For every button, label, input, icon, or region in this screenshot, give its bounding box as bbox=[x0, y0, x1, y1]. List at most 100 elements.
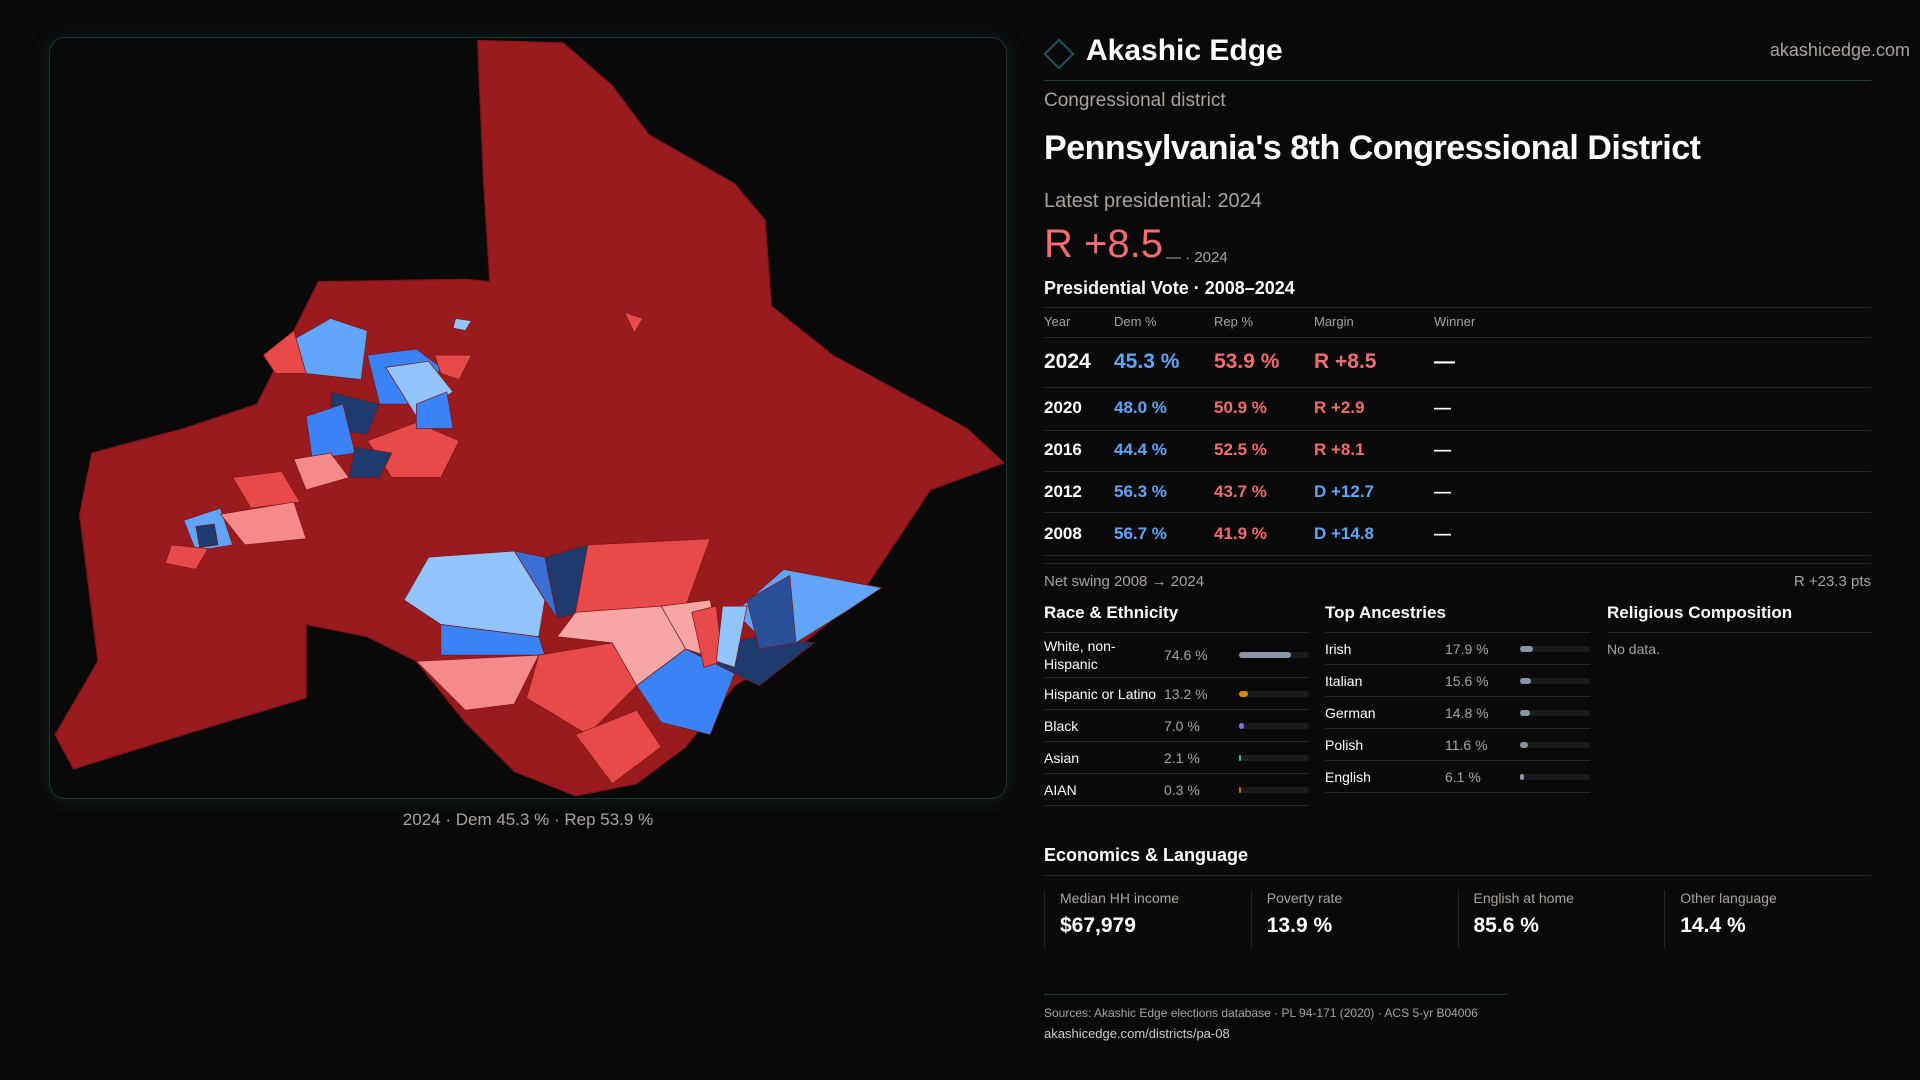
vote-year: 2020 bbox=[1044, 398, 1082, 417]
race-bar-fill bbox=[1239, 754, 1242, 761]
net-swing-value: R +23.3 pts bbox=[1793, 573, 1871, 590]
ancestry-bar bbox=[1520, 677, 1590, 684]
ancestry-row: Irish 17.9 % bbox=[1325, 633, 1590, 665]
divider bbox=[1044, 307, 1871, 308]
divider bbox=[1044, 430, 1871, 431]
vote-margin: R +8.1 bbox=[1314, 440, 1365, 459]
stat-card: English at home 85.6 % bbox=[1457, 890, 1665, 948]
race-label: Asian bbox=[1044, 749, 1080, 766]
econ-title: Economics & Language bbox=[1044, 845, 1249, 865]
race-value: 2.1 % bbox=[1164, 749, 1200, 766]
district-url[interactable]: akashicedge.com/districts/pa-08 bbox=[1044, 1026, 1230, 1041]
vote-winner: — bbox=[1434, 482, 1451, 501]
race-bar bbox=[1239, 690, 1309, 697]
race-value: 0.3 % bbox=[1164, 781, 1200, 798]
race-row: AIAN 0.3 % bbox=[1044, 774, 1309, 806]
race-value: 7.0 % bbox=[1164, 717, 1200, 734]
vote-year: 2024 bbox=[1044, 350, 1091, 373]
vote-dem: 45.3 % bbox=[1114, 350, 1180, 373]
vote-margin: R +2.9 bbox=[1314, 398, 1365, 417]
stat-card: Poverty rate 13.9 % bbox=[1250, 890, 1458, 948]
vote-winner: — bbox=[1434, 524, 1451, 543]
ancestry-bar bbox=[1520, 741, 1590, 748]
ancestry-row: Polish 11.6 % bbox=[1325, 729, 1590, 761]
vote-winner: — bbox=[1434, 350, 1455, 373]
race-title: Race & Ethnicity bbox=[1044, 603, 1309, 633]
stat-label: Other language bbox=[1680, 890, 1777, 906]
ancestry-bar-fill bbox=[1520, 741, 1529, 748]
divider bbox=[1044, 471, 1871, 472]
vote-year: 2012 bbox=[1044, 482, 1082, 501]
site-link[interactable]: akashicedge.com bbox=[1769, 40, 1910, 60]
stat-value: 13.9 % bbox=[1266, 914, 1333, 937]
ancestry-bar bbox=[1520, 773, 1590, 780]
religion-title: Religious Composition bbox=[1607, 603, 1872, 633]
col-winner: Winner bbox=[1434, 314, 1476, 329]
vote-dem: 56.7 % bbox=[1114, 524, 1167, 543]
ancestry-bar-fill bbox=[1520, 645, 1533, 652]
religion-empty: No data. bbox=[1607, 641, 1660, 657]
stat-value: $67,979 bbox=[1060, 914, 1136, 937]
stat-value: 85.6 % bbox=[1473, 914, 1539, 937]
ancestry-value: 17.9 % bbox=[1445, 640, 1489, 657]
ancestry-label: Irish bbox=[1325, 640, 1352, 657]
divider bbox=[1044, 555, 1871, 556]
col-margin: Margin bbox=[1314, 314, 1354, 329]
econ-cards: Median HH income $67,979 Poverty rate 13.9… bbox=[1044, 890, 1871, 948]
stat-value: 14.4 % bbox=[1680, 914, 1746, 937]
vote-rep: 53.9 % bbox=[1214, 350, 1280, 373]
margin-subtitle: — · 2024 bbox=[1166, 249, 1228, 266]
header-divider bbox=[1044, 80, 1871, 81]
stat-label: Poverty rate bbox=[1266, 890, 1343, 906]
sources: Sources: Akashic Edge elections database… bbox=[1044, 1006, 1478, 1020]
race-bar bbox=[1239, 652, 1309, 658]
race-value: 13.2 % bbox=[1164, 685, 1208, 702]
brand-logo[interactable]: Akashic Edge bbox=[1043, 34, 1283, 70]
latest-presidential: Latest presidential: 2024 bbox=[1044, 190, 1262, 212]
ancestry-bar-fill bbox=[1520, 709, 1531, 716]
race-section: Race & Ethnicity White, non-Hispanic 74.… bbox=[1044, 603, 1309, 806]
race-row: White, non-Hispanic 74.6 % bbox=[1044, 633, 1309, 678]
race-row: Black 7.0 % bbox=[1044, 710, 1309, 742]
race-bar-fill bbox=[1239, 690, 1249, 697]
religion-section: Religious Composition No data. bbox=[1607, 603, 1872, 657]
ancestry-title: Top Ancestries bbox=[1325, 603, 1590, 633]
stat-card: Other language 14.4 % bbox=[1664, 890, 1871, 948]
ancestry-bar bbox=[1520, 645, 1590, 652]
ancestry-label: German bbox=[1325, 704, 1376, 721]
ancestry-label: Polish bbox=[1325, 736, 1364, 753]
vote-margin: D +14.8 bbox=[1314, 524, 1375, 543]
col-dem: Dem % bbox=[1114, 314, 1157, 329]
stat-label: English at home bbox=[1473, 890, 1574, 906]
divider bbox=[1044, 387, 1871, 388]
ancestry-row: German 14.8 % bbox=[1325, 697, 1590, 729]
vote-rep: 50.9 % bbox=[1214, 398, 1267, 417]
col-year: Year bbox=[1044, 314, 1071, 329]
ancestry-value: 14.8 % bbox=[1445, 704, 1489, 721]
vote-margin: D +12.7 bbox=[1314, 482, 1375, 501]
diamond-logo-icon bbox=[1043, 38, 1075, 70]
race-label: White, non-Hispanic bbox=[1044, 638, 1116, 672]
stat-label: Median HH income bbox=[1060, 890, 1180, 906]
ancestry-value: 15.6 % bbox=[1445, 672, 1489, 689]
map-caption: 2024 · Dem 45.3 % · Rep 53.9 % bbox=[402, 810, 654, 829]
race-label: Hispanic or Latino bbox=[1044, 685, 1157, 702]
footer-divider bbox=[1044, 994, 1507, 995]
ancestry-value: 11.6 % bbox=[1445, 736, 1488, 753]
margin-headline: R +8.5 bbox=[1044, 222, 1163, 266]
divider bbox=[1044, 563, 1871, 564]
race-bar-fill bbox=[1239, 652, 1292, 658]
race-row: Asian 2.1 % bbox=[1044, 742, 1309, 774]
col-rep: Rep % bbox=[1214, 314, 1254, 329]
vote-dem: 44.4 % bbox=[1114, 440, 1167, 459]
vote-dem: 48.0 % bbox=[1114, 398, 1167, 417]
race-bar-fill bbox=[1239, 786, 1242, 793]
page-title: Pennsylvania's 8th Congressional Distric… bbox=[1044, 129, 1701, 167]
ancestry-row: Italian 15.6 % bbox=[1325, 665, 1590, 697]
race-label: AIAN bbox=[1044, 781, 1077, 798]
ancestry-section: Top Ancestries Irish 17.9 % Italian 15.6… bbox=[1325, 603, 1590, 793]
ancestry-bar-fill bbox=[1520, 677, 1531, 684]
race-bar bbox=[1239, 786, 1309, 793]
vote-winner: — bbox=[1434, 440, 1451, 459]
ancestry-bar bbox=[1520, 709, 1590, 716]
